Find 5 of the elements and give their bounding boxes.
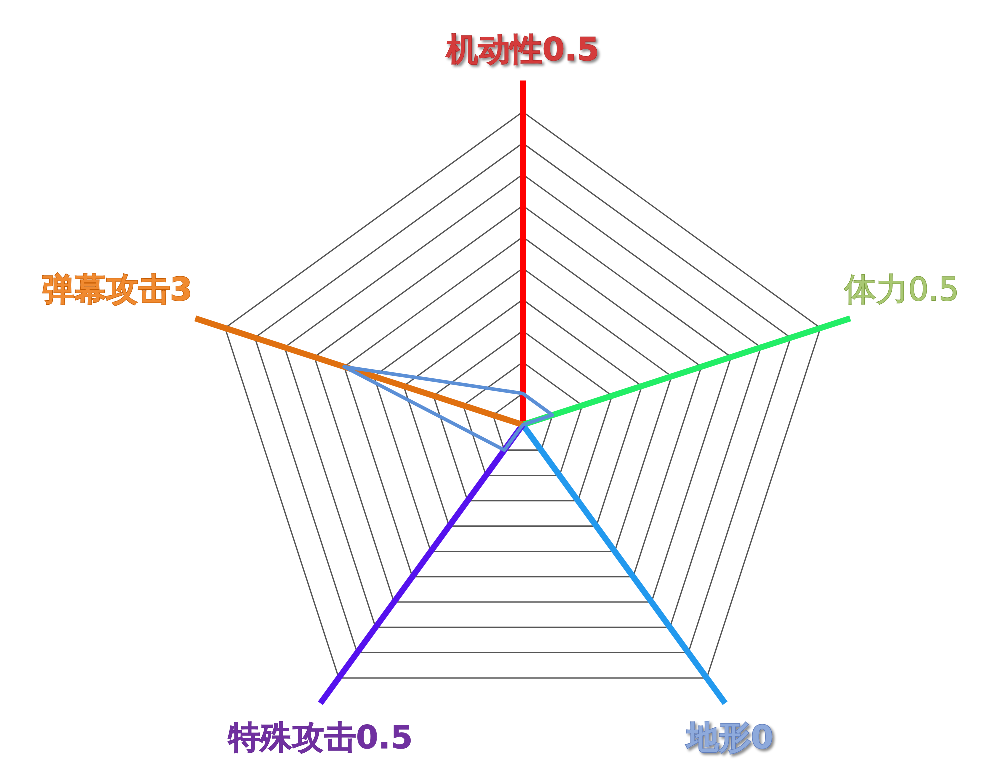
spoke-label: 特殊攻击0.5: [227, 718, 413, 757]
spoke-label: 机动性0.5: [446, 30, 600, 69]
spoke-label: 体力0.5: [844, 270, 960, 309]
spoke-label: 地形0: [685, 718, 774, 757]
spoke-label: 弹幕攻击3: [42, 270, 193, 309]
